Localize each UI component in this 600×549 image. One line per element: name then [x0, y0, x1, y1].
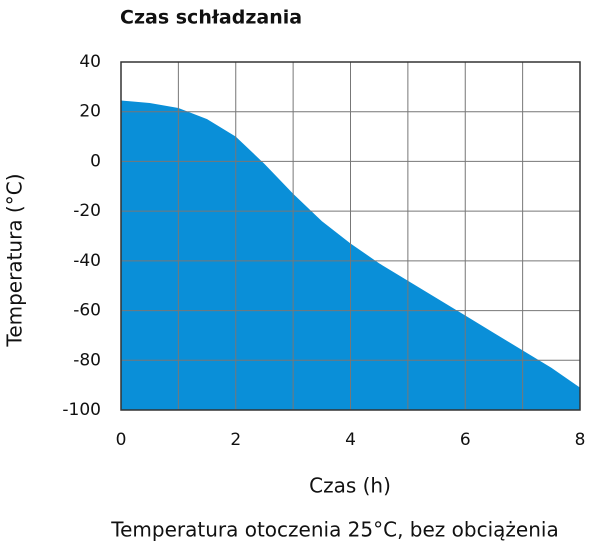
- x-tick-label: 2: [230, 430, 241, 450]
- x-tick-label: 0: [116, 430, 127, 450]
- y-tick-label: 0: [90, 151, 101, 171]
- y-tick-label: -40: [73, 251, 101, 271]
- x-tick-label: 8: [575, 430, 586, 450]
- y-tick-label: -60: [73, 301, 101, 321]
- x-axis-label: Czas (h): [309, 474, 391, 498]
- y-tick-label: -100: [62, 400, 101, 420]
- y-tick-label: -20: [73, 201, 101, 221]
- y-tick-label: 40: [79, 52, 101, 72]
- y-tick-label: 20: [79, 102, 101, 122]
- caption: Temperatura otoczenia 25°C, bez obciążen…: [110, 518, 558, 542]
- chart-title: Czas schładzania: [120, 7, 302, 29]
- x-tick-label: 6: [460, 430, 471, 450]
- x-tick-label: 4: [345, 430, 356, 450]
- y-tick-label: -80: [73, 350, 101, 370]
- y-axis-label: Temperatura (°C): [3, 173, 27, 347]
- plot-frame: [120, 61, 581, 411]
